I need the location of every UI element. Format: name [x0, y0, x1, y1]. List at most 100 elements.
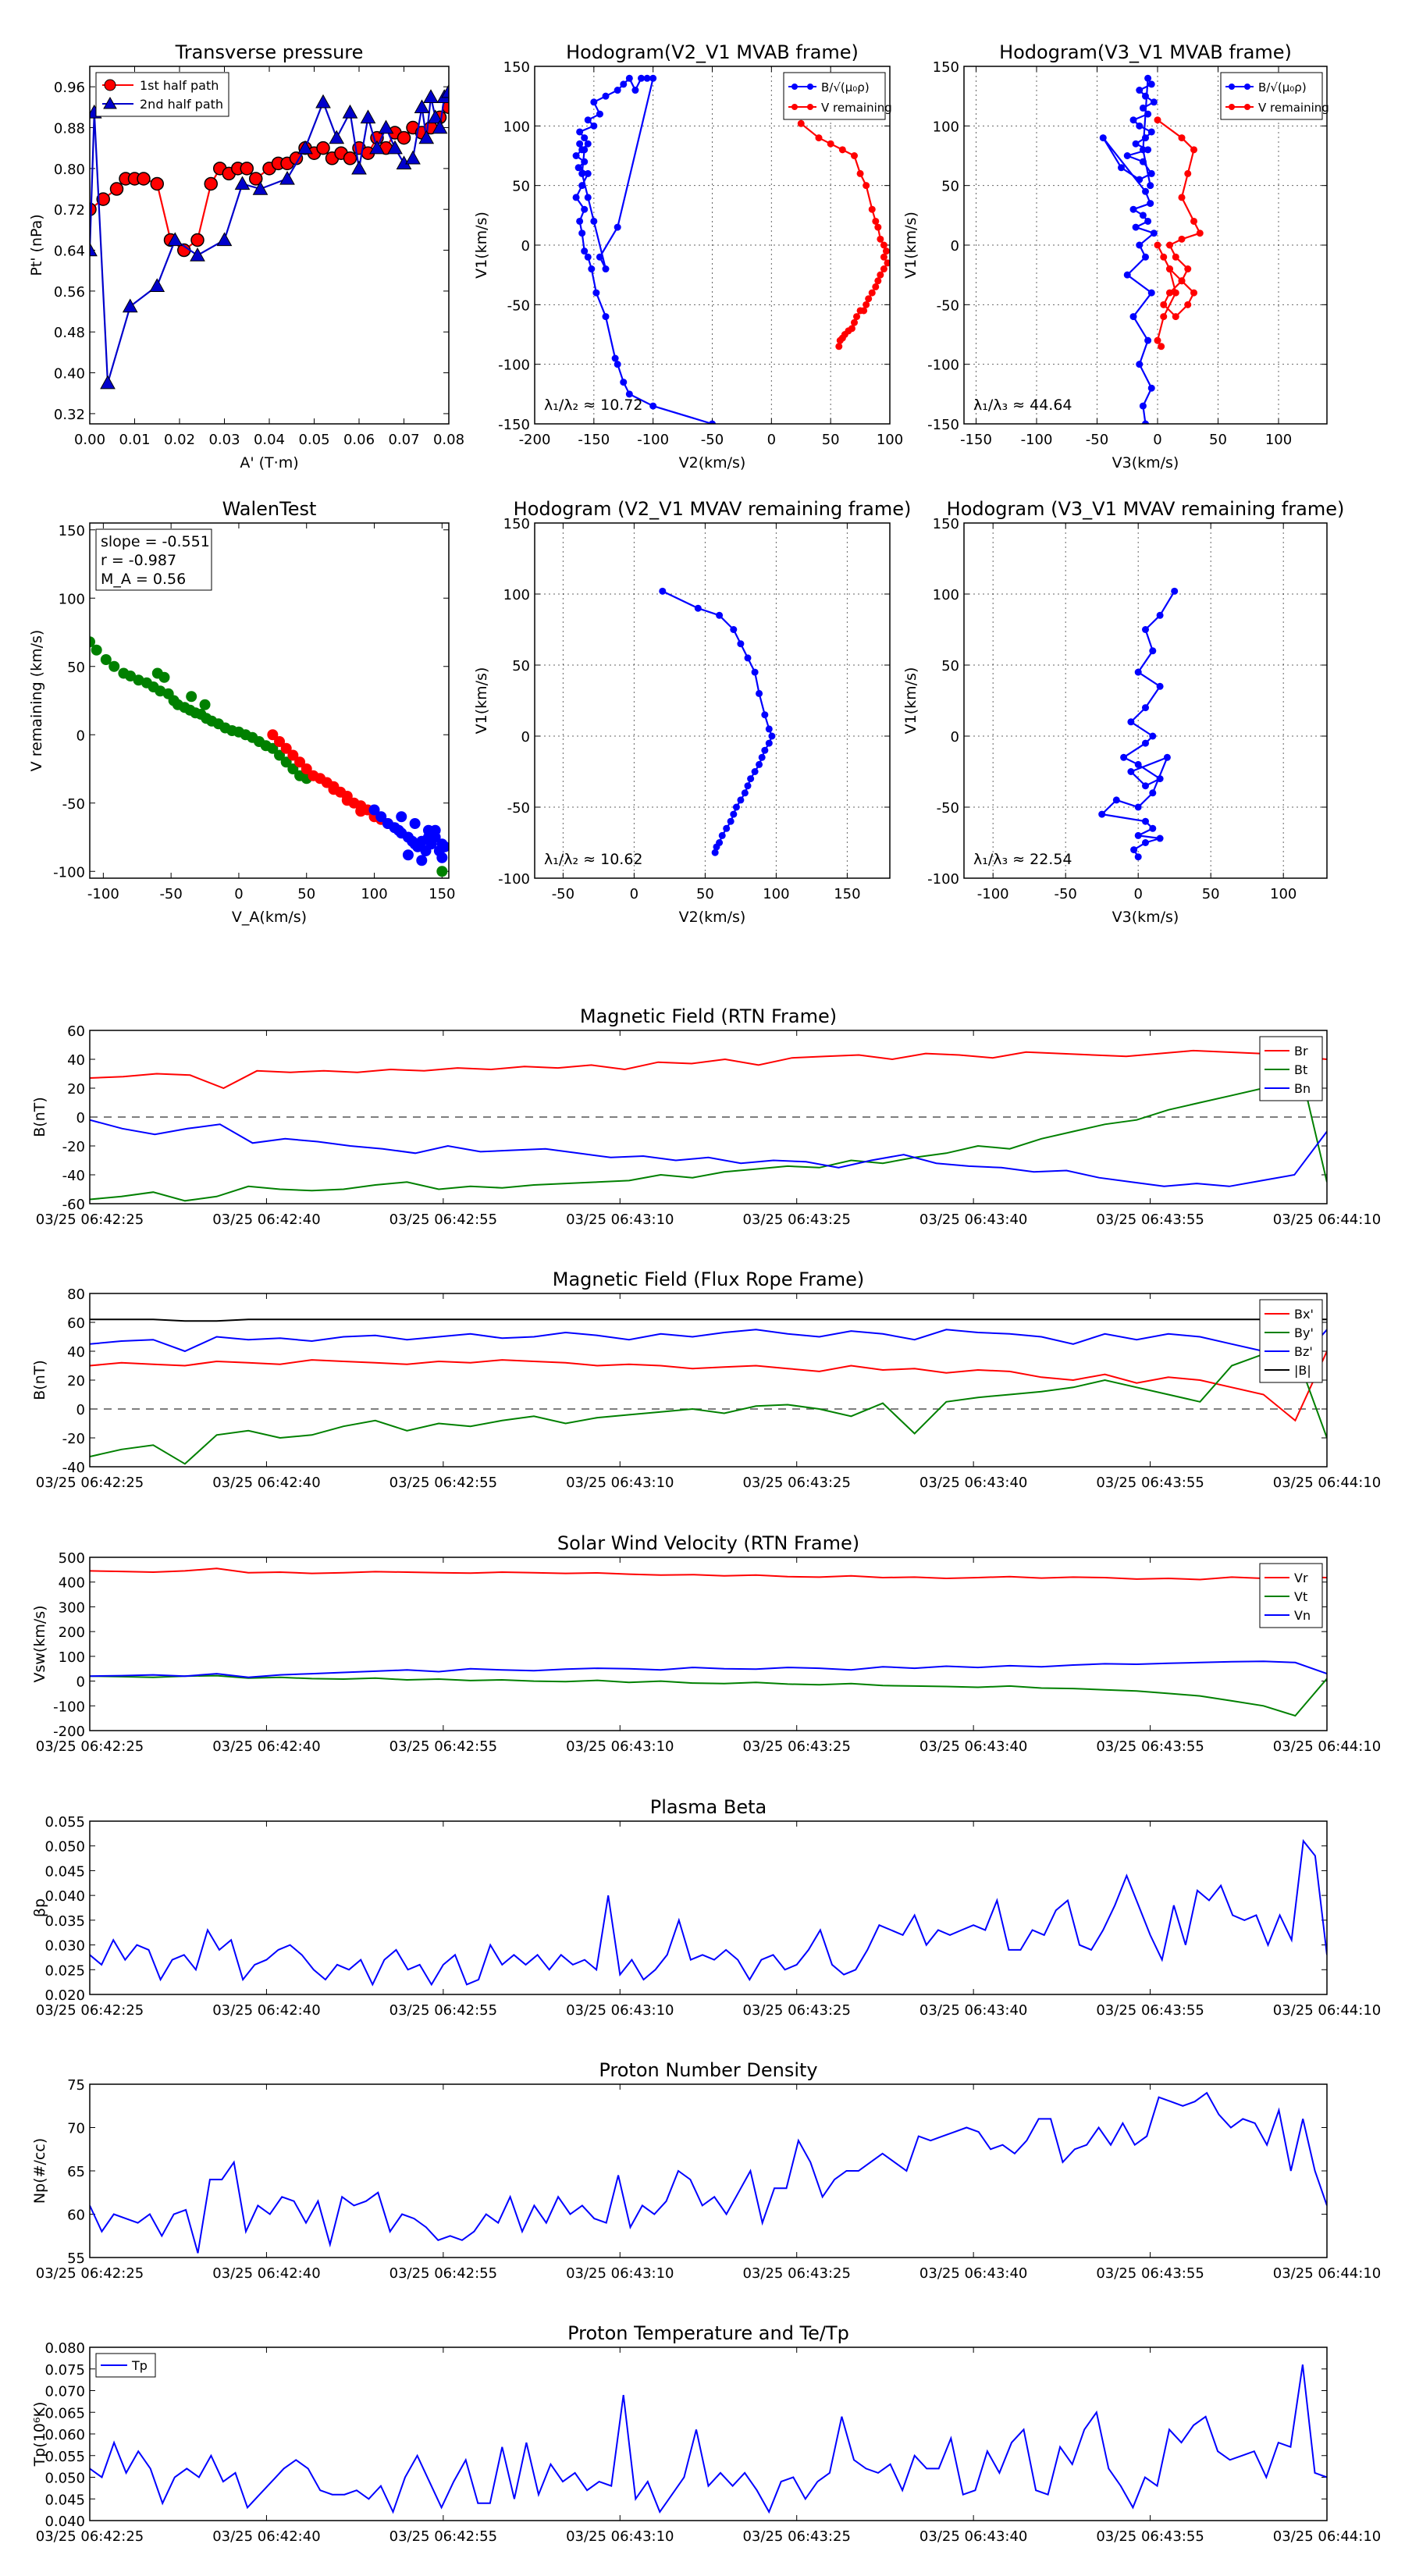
- x-axis-label: V_A(km/s): [232, 909, 307, 926]
- axes-frame: [89, 1030, 1328, 1204]
- y-axis-label: βp: [31, 1898, 48, 1917]
- data-point: [1142, 817, 1149, 825]
- data-point: [709, 420, 716, 424]
- data-point: [1144, 217, 1152, 225]
- y-tick-label: 0.88: [54, 121, 85, 137]
- x-tick-label: 50: [1209, 432, 1227, 448]
- data-point: [614, 223, 621, 231]
- chart-title: Solar Wind Velocity (RTN Frame): [557, 1532, 859, 1554]
- y-tick-label: 0.050: [44, 1839, 85, 1856]
- data-point: [287, 749, 299, 761]
- data-point: [1166, 241, 1173, 249]
- data-point: [1147, 169, 1155, 177]
- plot-area: [90, 2364, 1327, 2514]
- y-tick-label: 80: [67, 1286, 85, 1303]
- x-tick-label: 50: [696, 886, 714, 902]
- data-point: [414, 99, 430, 114]
- data-point: [874, 223, 882, 231]
- data-point: [590, 122, 598, 130]
- x-axis-label: V3(km/s): [1112, 909, 1179, 926]
- data-point: [761, 746, 769, 754]
- data-point: [1160, 253, 1168, 261]
- y-axis-label: Vsw(km/s): [31, 1605, 48, 1682]
- x-tick-label: -100: [87, 886, 119, 902]
- data-point: [747, 775, 755, 783]
- data-point: [756, 760, 763, 768]
- y-tick-label: 0.055: [44, 2449, 85, 2465]
- y-tick-label: 0.045: [44, 2492, 85, 2508]
- legend-box: [783, 72, 886, 120]
- data-point: [1178, 277, 1186, 285]
- data-point: [620, 80, 628, 88]
- x-axis-label: V3(km/s): [1112, 454, 1179, 471]
- data-point: [1190, 217, 1197, 225]
- data-point: [572, 194, 580, 201]
- x-tick-label: 03/25 06:43:40: [919, 2265, 1027, 2282]
- legend-label: Tp: [131, 2358, 148, 2373]
- data-point: [100, 375, 116, 390]
- series-line-Vn: [90, 1660, 1327, 1678]
- axes-frame: [89, 1820, 1328, 1995]
- data-point: [279, 170, 295, 185]
- data-point: [436, 866, 448, 877]
- data-point: [1160, 301, 1168, 308]
- y-tick-label: 150: [503, 59, 530, 76]
- data-point: [614, 361, 621, 368]
- data-point: [1144, 74, 1152, 82]
- data-point: [1129, 313, 1137, 321]
- plot-area: [90, 636, 449, 877]
- data-point: [1184, 169, 1192, 177]
- data-point: [1149, 732, 1157, 740]
- y-tick-label: 0: [521, 729, 530, 745]
- axes-frame: [89, 66, 450, 425]
- axes-frame: [963, 522, 1328, 879]
- series-line-B/√(μ₀ρ): [574, 76, 713, 424]
- x-axis-label: V2(km/s): [679, 909, 746, 926]
- y-tick-label: 100: [59, 591, 85, 607]
- data-point: [865, 295, 873, 303]
- y-tick-label: -100: [927, 358, 959, 374]
- data-point: [1142, 92, 1149, 100]
- y-tick-label: 20: [67, 1373, 85, 1389]
- chart-title: Magnetic Field (Flux Rope Frame): [553, 1268, 864, 1290]
- x-tick-label: 03/25 06:42:55: [389, 2265, 497, 2282]
- data-point: [396, 811, 407, 823]
- y-tick-label: 0.80: [54, 162, 85, 178]
- x-tick-label: 03/25 06:42:55: [389, 1212, 497, 1228]
- data-point: [1118, 164, 1125, 172]
- data-point: [267, 742, 279, 754]
- data-point: [1171, 587, 1179, 595]
- data-point: [125, 671, 137, 681]
- y-tick-label: 300: [59, 1599, 85, 1616]
- y-tick-label: 0.045: [44, 1863, 85, 1880]
- y-tick-label: 400: [59, 1575, 85, 1592]
- legend-marker: [1244, 84, 1250, 90]
- data-point: [1149, 789, 1157, 797]
- data-point: [1142, 253, 1149, 261]
- data-point: [405, 150, 421, 165]
- x-tick-label: 03/25 06:43:55: [1096, 2528, 1204, 2545]
- stats-line: M_A = 0.56: [101, 571, 186, 588]
- x-tick-label: 03/25 06:44:10: [1273, 2002, 1381, 2019]
- x-tick-label: -50: [159, 886, 182, 902]
- data-point: [1129, 116, 1137, 124]
- data-point: [1156, 775, 1164, 783]
- data-point: [1160, 313, 1168, 321]
- plot-area: [90, 2091, 1327, 2254]
- data-point: [429, 831, 441, 843]
- chart-title: Plasma Beta: [650, 1796, 767, 1818]
- y-tick-label: -50: [937, 297, 959, 314]
- series-line-Bz': [90, 1329, 1327, 1367]
- data-point: [280, 756, 292, 768]
- x-tick-label: 03/25 06:43:10: [566, 1738, 674, 1755]
- y-tick-label: 0.020: [44, 1987, 85, 2004]
- chart-title: WalenTest: [222, 498, 317, 520]
- axes-frame: [89, 1293, 1328, 1468]
- data-point: [851, 152, 858, 159]
- series-line-By': [90, 1350, 1327, 1465]
- data-point: [1136, 176, 1144, 183]
- axes-frame: [89, 1557, 1328, 1731]
- x-tick-label: 03/25 06:42:25: [36, 2265, 144, 2282]
- legend-label: Bt: [1294, 1062, 1307, 1077]
- data-point: [863, 182, 870, 190]
